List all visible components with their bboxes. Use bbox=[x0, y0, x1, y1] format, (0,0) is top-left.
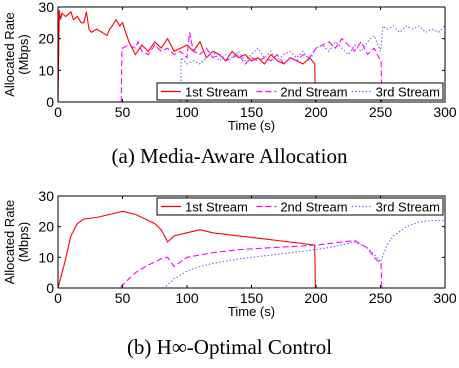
y-axis-label: Allocated Rate bbox=[2, 12, 17, 97]
legend-box bbox=[156, 197, 444, 216]
y-tick-label: 0 bbox=[46, 94, 54, 110]
legend-label-2: 2nd Stream bbox=[280, 85, 347, 100]
series-line-1 bbox=[57, 210, 445, 289]
x-axis-label: Time (s) bbox=[228, 304, 275, 319]
caption-a: (a) Media-Aware Allocation bbox=[111, 144, 348, 168]
legend: 1st Stream 2nd Stream 3rd Stream bbox=[156, 197, 444, 216]
legend-label-1: 1st Stream bbox=[185, 85, 248, 100]
series-line-3 bbox=[58, 219, 445, 289]
legend-label-1: 1st Stream bbox=[185, 200, 248, 215]
chart-panel-1: 0 50 100 150 200 250 300 0 10 20 30 Time (s) Allocat… bbox=[2, 0, 457, 133]
x-tick-label: 150 bbox=[240, 290, 264, 306]
y-axis-label: Allocated Rate bbox=[2, 200, 17, 285]
y-tick-label: 10 bbox=[38, 62, 54, 78]
x-tick-label: 300 bbox=[433, 104, 457, 120]
legend-label-3: 3rd Stream bbox=[376, 200, 440, 215]
chart-panel-2: 0 50 100 150 200 250 300 0 10 20 30 Time (s) Allocat… bbox=[2, 188, 457, 319]
x-tick-label: 50 bbox=[115, 290, 131, 306]
series-line-2 bbox=[58, 32, 445, 103]
x-tick-label: 50 bbox=[115, 104, 131, 120]
legend: 1st Stream 2nd Stream 3rd Stream bbox=[156, 82, 444, 101]
y-tick-label: 20 bbox=[38, 219, 54, 235]
x-axis-label: Time (s) bbox=[228, 118, 275, 133]
caption-b: (b) H∞-Optimal Control bbox=[126, 335, 333, 359]
y-tick-label: 20 bbox=[38, 31, 54, 47]
x-tick-label: 250 bbox=[369, 290, 393, 306]
y-tick-label: 0 bbox=[46, 280, 54, 296]
x-tick-label: 0 bbox=[54, 290, 62, 306]
legend-label-3: 3rd Stream bbox=[376, 85, 440, 100]
legend-label-2: 2nd Stream bbox=[280, 200, 347, 215]
legend-box bbox=[156, 82, 444, 101]
x-tick-label: 250 bbox=[369, 104, 393, 120]
x-tick-label: 100 bbox=[175, 104, 199, 120]
y-tick-label: 30 bbox=[38, 188, 54, 204]
series-line-2 bbox=[58, 239, 445, 289]
y-tick-label: 30 bbox=[38, 0, 54, 15]
series-line-1 bbox=[57, 10, 316, 103]
x-tick-label: 200 bbox=[304, 104, 328, 120]
x-tick-label: 200 bbox=[304, 290, 328, 306]
y-axis-label: (Mbps) bbox=[16, 34, 31, 74]
y-tick-label: 10 bbox=[38, 249, 54, 265]
y-axis-label: (Mbps) bbox=[16, 222, 31, 262]
x-tick-label: 300 bbox=[433, 290, 457, 306]
x-tick-label: 0 bbox=[54, 104, 62, 120]
x-tick-label: 100 bbox=[175, 290, 199, 306]
x-tick-label: 150 bbox=[240, 104, 264, 120]
